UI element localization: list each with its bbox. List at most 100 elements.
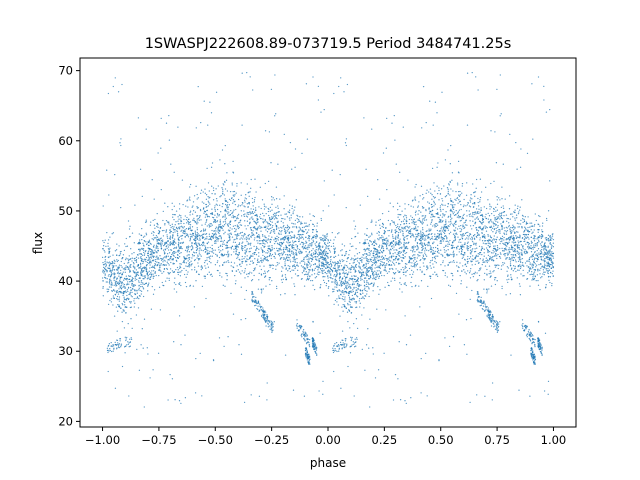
data-point (281, 274, 284, 276)
data-point (145, 256, 148, 259)
data-point (248, 195, 250, 197)
data-point (402, 220, 405, 222)
data-point (527, 272, 529, 274)
data-point (121, 320, 124, 323)
data-point (281, 266, 283, 268)
data-point (375, 272, 377, 274)
data-point (476, 236, 478, 238)
data-point (292, 242, 294, 244)
data-point (484, 272, 486, 275)
data-point (337, 260, 339, 263)
data-point (338, 265, 340, 267)
data-point (129, 286, 132, 289)
data-point (482, 258, 484, 260)
data-point (351, 306, 353, 308)
data-point (543, 249, 545, 251)
data-point (476, 255, 478, 257)
data-point (127, 260, 130, 262)
data-point (312, 248, 314, 250)
data-point (158, 243, 160, 245)
data-point (176, 266, 179, 269)
data-point (225, 179, 228, 181)
data-point (382, 226, 385, 229)
data-point (484, 265, 487, 267)
data-point (359, 293, 362, 295)
data-point (197, 255, 199, 258)
data-point (198, 216, 201, 219)
data-point (212, 235, 215, 237)
data-point (508, 226, 510, 228)
data-point (325, 247, 327, 250)
data-point (142, 262, 144, 265)
data-point (494, 283, 497, 286)
data-point (241, 231, 244, 234)
data-point (280, 233, 282, 235)
data-point (518, 246, 520, 249)
data-point (177, 254, 179, 257)
data-point (353, 258, 356, 261)
data-point (119, 279, 121, 282)
data-point (115, 292, 118, 294)
data-point (166, 261, 168, 263)
data-point (180, 284, 182, 287)
data-point (272, 224, 274, 227)
data-point (136, 265, 139, 267)
data-point (457, 236, 459, 238)
data-point (397, 223, 399, 225)
data-point (534, 223, 536, 226)
data-point (158, 269, 160, 271)
data-point (344, 254, 346, 256)
data-point (353, 283, 355, 285)
data-point (256, 221, 258, 224)
data-point (485, 243, 488, 245)
data-point (411, 216, 414, 219)
data-point (547, 272, 549, 274)
data-point (310, 264, 312, 266)
data-point (474, 191, 477, 193)
data-point (250, 260, 252, 262)
data-point (303, 230, 305, 233)
data-point (286, 249, 289, 251)
data-point (317, 259, 319, 261)
data-point (531, 241, 533, 244)
data-point (262, 244, 264, 247)
data-point (209, 223, 211, 225)
data-point (376, 250, 378, 253)
data-point (471, 213, 474, 215)
data-point (305, 265, 308, 267)
data-point (397, 235, 400, 237)
data-point (142, 287, 144, 289)
data-point (448, 233, 451, 235)
data-point (447, 254, 449, 256)
data-point (114, 260, 116, 262)
data-point (399, 247, 401, 249)
data-point (346, 287, 348, 290)
data-point (501, 225, 503, 228)
data-point (187, 246, 190, 249)
data-point (354, 265, 357, 268)
data-point (377, 273, 380, 275)
data-point (219, 272, 221, 274)
data-point (324, 252, 327, 254)
data-point (363, 280, 365, 282)
data-point (203, 202, 205, 204)
data-point (156, 242, 158, 244)
data-point (192, 285, 195, 287)
data-point (434, 216, 436, 218)
data-point (514, 204, 516, 206)
data-point (367, 270, 369, 272)
data-point (550, 236, 552, 238)
data-point (550, 258, 553, 261)
data-point (145, 221, 148, 223)
data-point (525, 243, 527, 245)
data-point (188, 251, 191, 253)
data-point (389, 252, 391, 254)
data-point (245, 228, 247, 230)
data-point (492, 242, 494, 244)
data-point (200, 265, 203, 267)
data-point (216, 220, 219, 222)
data-point (467, 249, 469, 252)
data-point (366, 227, 368, 230)
data-point (450, 219, 452, 221)
data-point (375, 262, 378, 264)
